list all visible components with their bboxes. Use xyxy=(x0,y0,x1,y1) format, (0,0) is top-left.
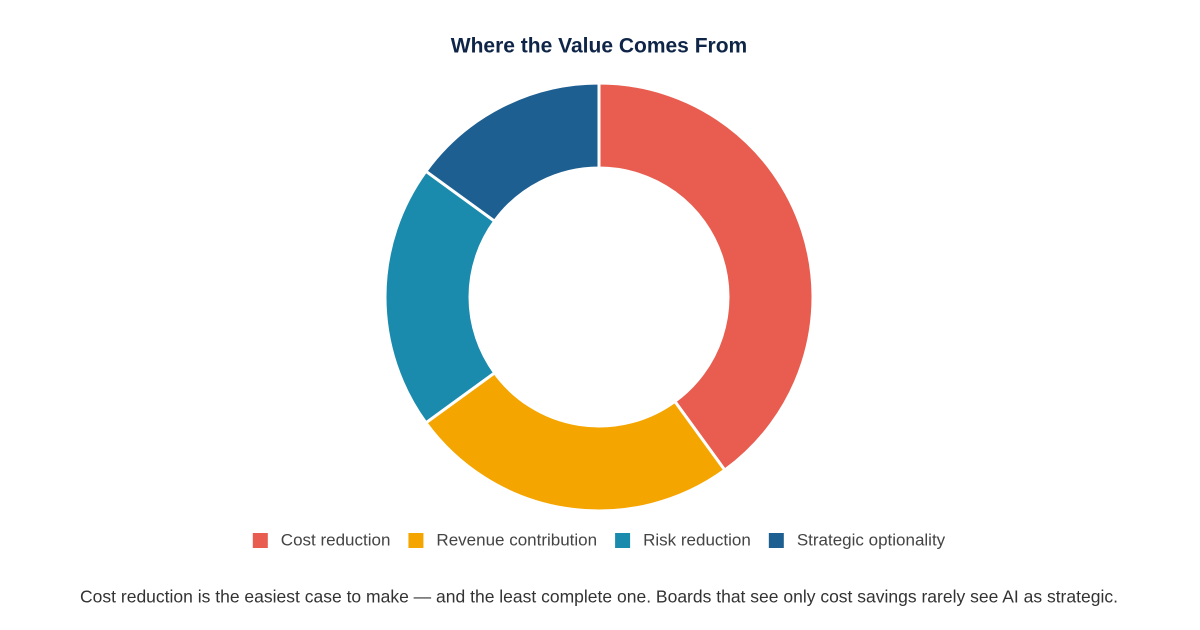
slice xyxy=(383,169,497,425)
legend-label: Cost reduction xyxy=(281,530,391,549)
legend-swatch xyxy=(408,533,424,548)
legend-label: Risk reduction xyxy=(643,530,751,549)
chart-title: Where the Value Comes From xyxy=(451,35,747,58)
slice xyxy=(423,370,727,513)
caption: Cost reduction is the easiest case to ma… xyxy=(80,587,1118,607)
slice xyxy=(597,81,815,473)
legend-label: Strategic optionality xyxy=(797,530,946,549)
legend-swatch xyxy=(252,533,268,548)
legend-swatch xyxy=(768,533,784,548)
legend-swatch xyxy=(615,533,631,548)
legend-label: Revenue contribution xyxy=(436,530,597,549)
slice xyxy=(423,81,601,224)
